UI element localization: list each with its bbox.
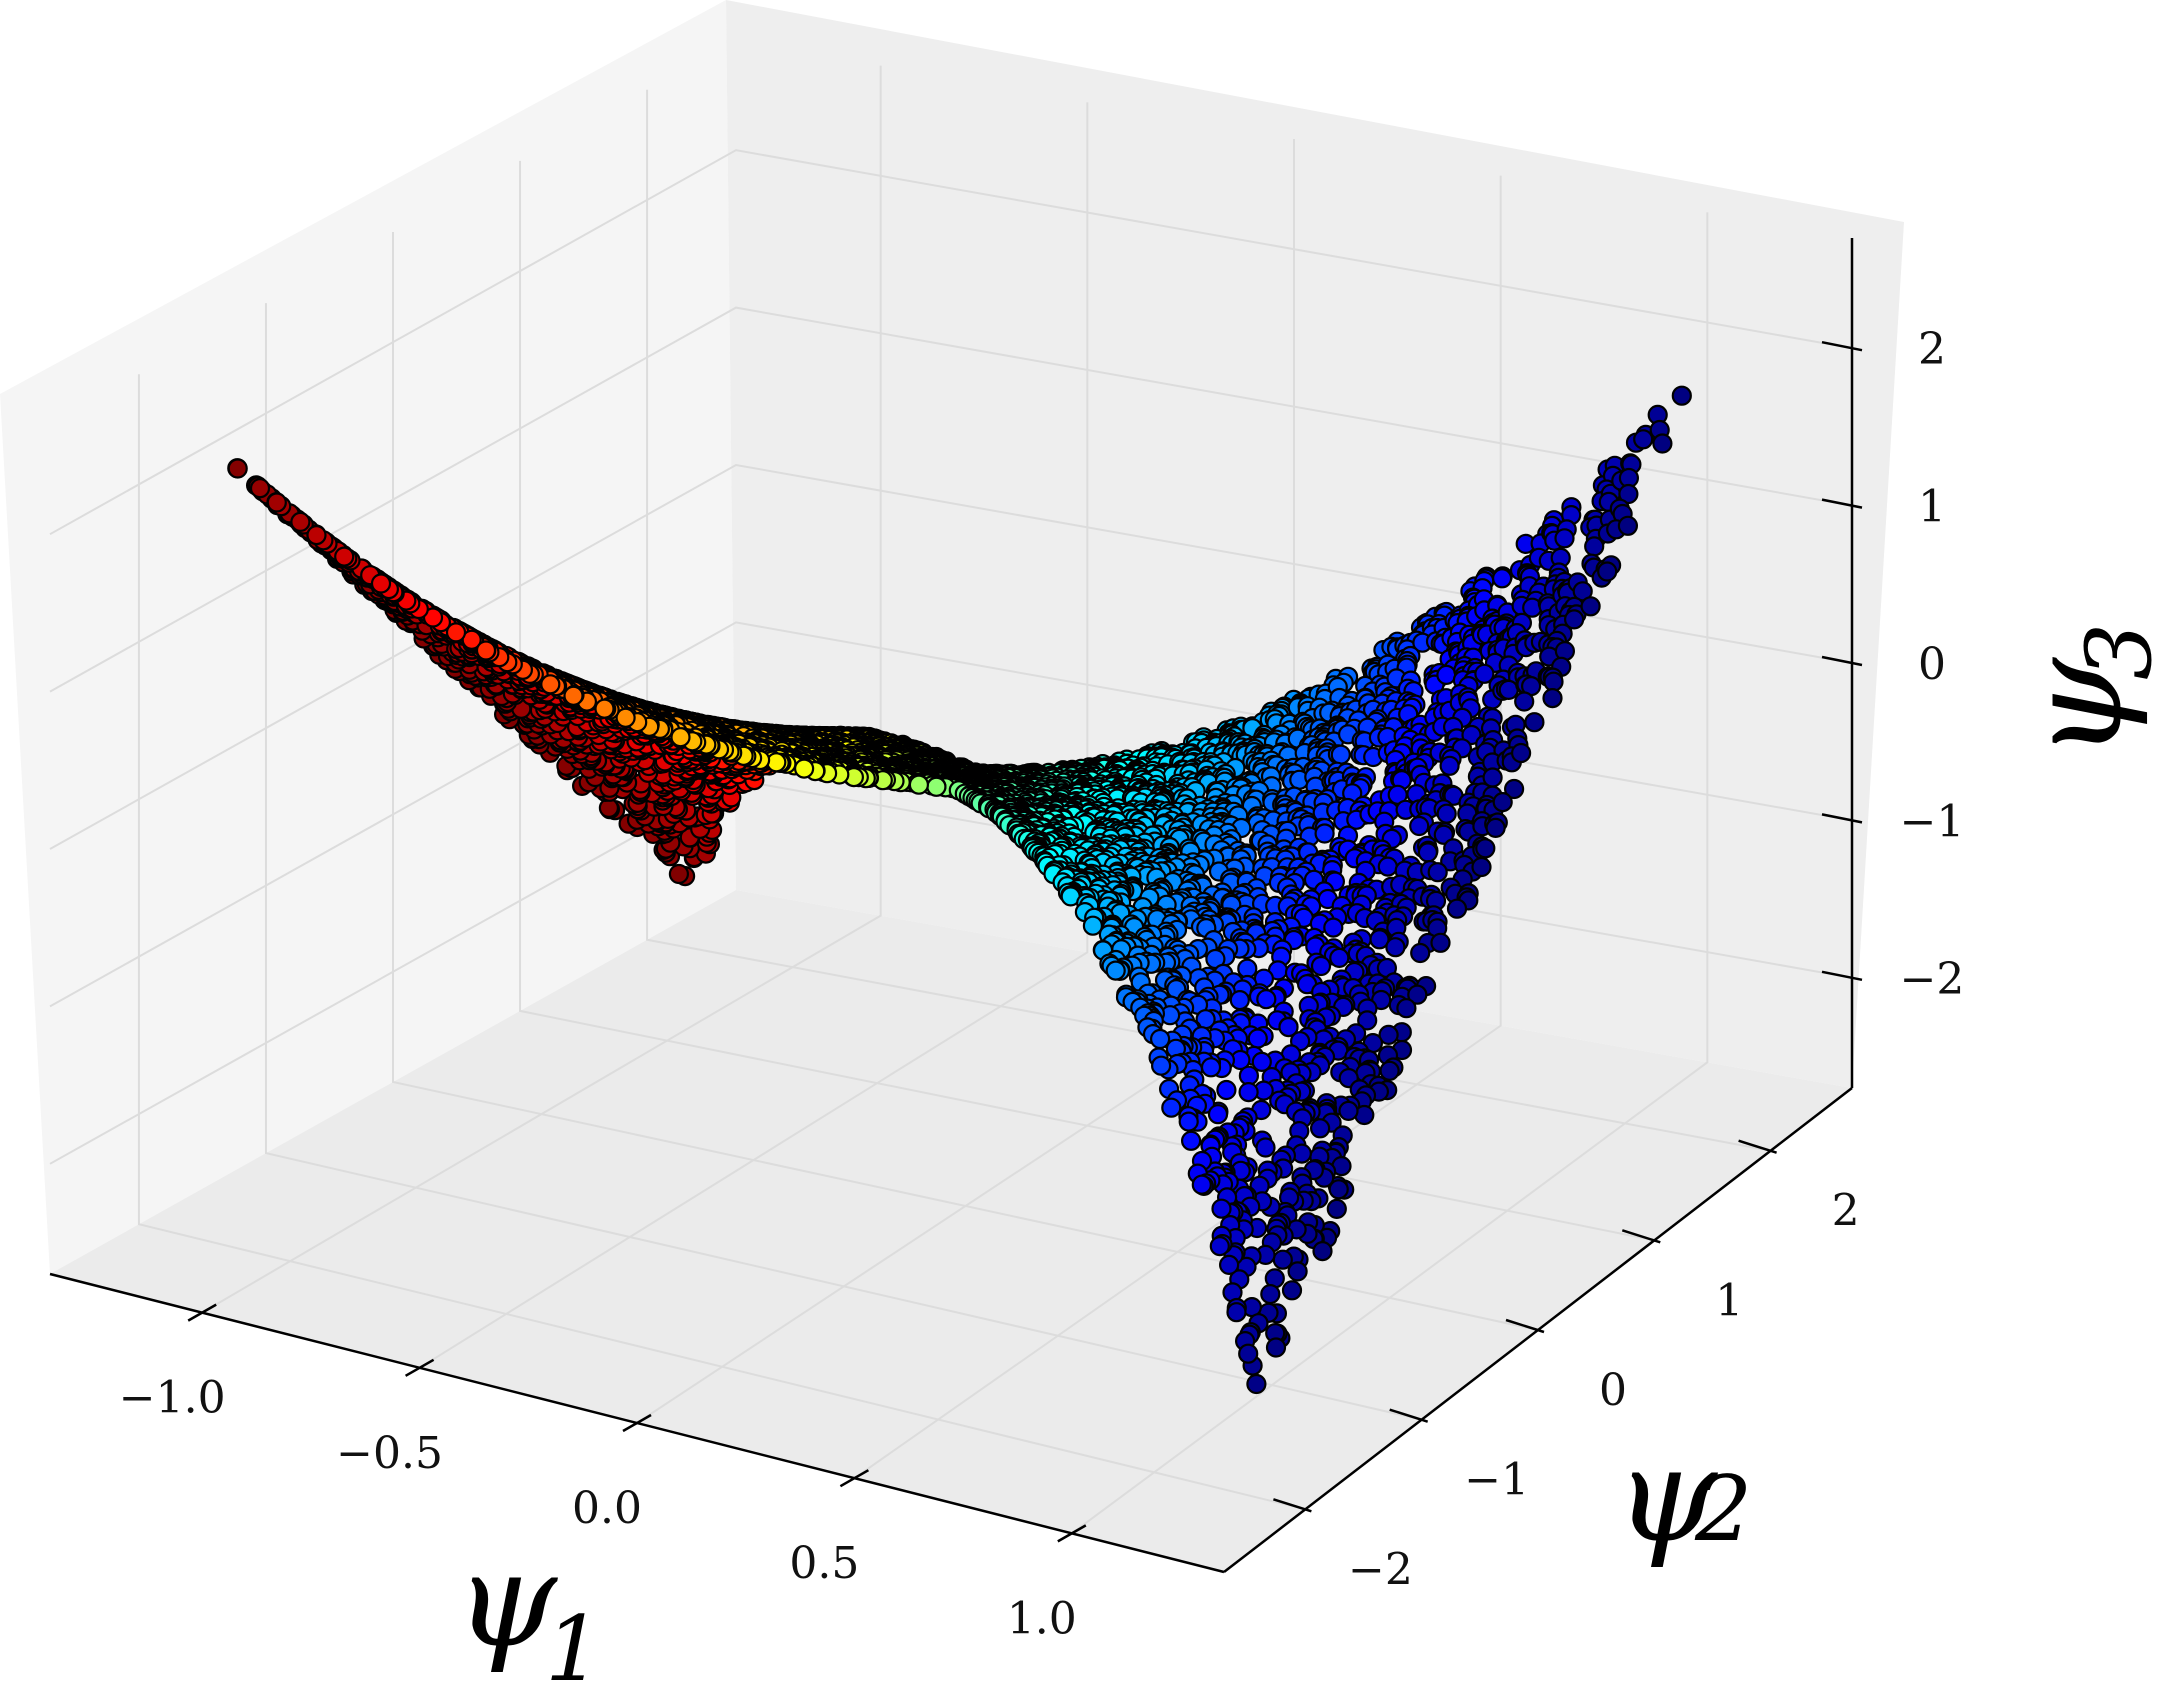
data-point xyxy=(1524,712,1545,733)
data-point xyxy=(1200,1057,1222,1078)
grid-line-x xyxy=(636,139,1295,1424)
data-point xyxy=(668,863,690,885)
data-point xyxy=(793,758,815,779)
data-point xyxy=(1498,679,1519,701)
data-point xyxy=(1410,942,1431,964)
grid-line-y xyxy=(646,89,1771,1152)
data-point xyxy=(1543,671,1564,692)
data-point xyxy=(670,727,691,748)
data-point xyxy=(1409,815,1430,837)
data-point xyxy=(594,698,615,719)
data-point xyxy=(1328,1179,1349,1200)
data-point xyxy=(540,674,561,695)
data-point xyxy=(1326,1198,1347,1220)
data-point xyxy=(1554,528,1575,549)
data-point xyxy=(1580,596,1601,617)
data-point xyxy=(766,752,787,773)
data-point xyxy=(1671,385,1692,406)
data-point xyxy=(1330,744,1351,765)
data-point xyxy=(1309,1118,1331,1139)
grid-line-z xyxy=(49,149,1853,536)
data-point xyxy=(1255,1137,1276,1158)
data-point xyxy=(1377,856,1398,877)
grid-line-x xyxy=(419,102,1089,1369)
data-point xyxy=(1633,429,1654,450)
data-point xyxy=(1542,687,1563,709)
data-point xyxy=(1597,561,1618,582)
data-point xyxy=(1439,755,1460,776)
data-point xyxy=(1417,842,1439,863)
data-point xyxy=(1510,742,1532,764)
grid-line-y xyxy=(137,374,1306,1511)
data-point xyxy=(1216,1079,1237,1101)
data-point xyxy=(1491,568,1513,589)
data-point xyxy=(1492,791,1513,813)
grid-line-y xyxy=(264,303,1422,1421)
data-point xyxy=(1238,1081,1259,1103)
pane-back-left xyxy=(0,0,736,1274)
data-point xyxy=(1256,989,1277,1010)
data-point xyxy=(1310,955,1332,977)
data-point xyxy=(1105,960,1126,981)
pane-floor xyxy=(50,890,1852,1572)
data-point xyxy=(1329,947,1350,969)
data-point xyxy=(1238,1065,1260,1086)
data-point xyxy=(1323,917,1344,938)
data-point xyxy=(1436,803,1457,824)
data-point xyxy=(1436,664,1457,686)
grid-line-z xyxy=(49,306,1853,693)
grid-line-x xyxy=(1071,212,1709,1535)
data-point xyxy=(1229,989,1250,1011)
grid-line-y xyxy=(392,232,1539,1331)
data-point xyxy=(1652,433,1673,454)
data-point xyxy=(1149,1028,1171,1050)
grid-line-x xyxy=(201,65,882,1314)
data-point xyxy=(1475,838,1496,859)
data-point xyxy=(1385,937,1406,958)
scatter-points xyxy=(227,385,1692,1395)
data-point xyxy=(1247,1028,1268,1049)
data-point xyxy=(908,774,930,795)
data-point xyxy=(1207,1104,1229,1125)
data-point xyxy=(1314,823,1335,844)
data-point xyxy=(1338,1100,1359,1122)
data-point xyxy=(563,685,584,706)
data-point xyxy=(1485,817,1506,839)
data-point xyxy=(1427,862,1448,883)
data-point xyxy=(1430,932,1451,953)
data-point xyxy=(1396,998,1417,1019)
data-point xyxy=(1514,691,1535,712)
grid-line-x xyxy=(853,175,1502,1480)
data-point xyxy=(1563,609,1585,630)
data-point xyxy=(1150,1055,1172,1076)
data-point xyxy=(926,776,947,797)
data-point xyxy=(1471,856,1492,878)
data-point xyxy=(1617,515,1639,536)
data-point xyxy=(1446,898,1468,919)
